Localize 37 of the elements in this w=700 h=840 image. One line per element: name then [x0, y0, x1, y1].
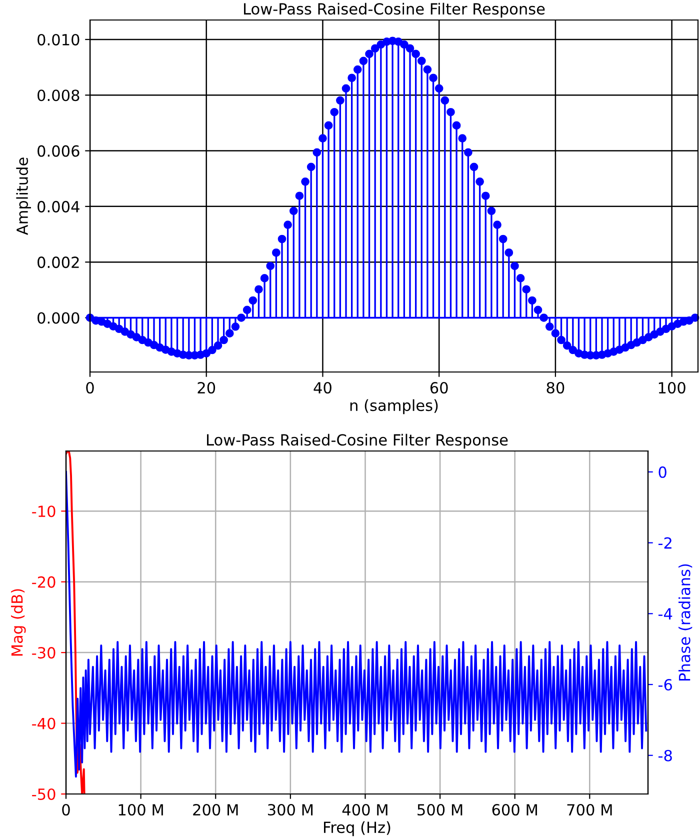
y-tick-label: 0.008 [38, 90, 80, 102]
y2-tick-label: 0 [658, 466, 666, 478]
y2-tick-label: -8 [658, 750, 672, 762]
y-tick-label: 0.000 [38, 312, 80, 324]
y2-axis-title: Phase (radians) [678, 564, 692, 680]
y-axis-title: Mag (dB) [10, 589, 26, 656]
x-tick-label: 60 [430, 382, 448, 394]
y2-tick-label: -2 [658, 537, 672, 549]
x-tick-label: 600 M [492, 804, 537, 816]
y-tick-label: -30 [32, 647, 56, 659]
y-tick-label: -20 [32, 576, 56, 588]
x-tick-label: 400 M [342, 804, 388, 816]
y2-tick-label: -6 [658, 678, 672, 691]
chart-title: Low-Pass Raised-Cosine Filter Response [244, 2, 545, 18]
x-tick-label: 300 M [268, 804, 313, 816]
x-axis-title: n (samples) [350, 399, 438, 414]
y-tick-label: -50 [32, 788, 56, 800]
y2-tick-label: -4 [658, 608, 672, 620]
x-tick-label: 20 [198, 382, 216, 394]
y-tick-label: 0.002 [38, 256, 79, 268]
x-tick-label: 40 [314, 382, 332, 394]
x-tick-label: 80 [546, 382, 564, 394]
y-tick-label: 0.004 [38, 200, 80, 212]
y-tick-label: -10 [32, 506, 56, 518]
x-tick-label: 0 [62, 804, 70, 816]
chart-title: Low-Pass Raised-Cosine Filter Response [207, 434, 508, 449]
x-tick-label: 0 [86, 382, 94, 394]
y-tick-label: 0.006 [38, 145, 80, 157]
x-tick-label: 500 M [418, 804, 462, 816]
y-tick-label: -40 [32, 718, 56, 730]
y-tick-label: 0.010 [38, 34, 80, 46]
x-axis-title: Freq (Hz) [324, 821, 390, 836]
x-tick-label: 100 M [118, 804, 163, 816]
x-tick-label: 200 M [193, 804, 238, 816]
x-tick-label: 100 [658, 382, 686, 394]
x-tick-label: 700 M [567, 804, 612, 816]
y-axis-title: Amplitude [16, 158, 31, 236]
